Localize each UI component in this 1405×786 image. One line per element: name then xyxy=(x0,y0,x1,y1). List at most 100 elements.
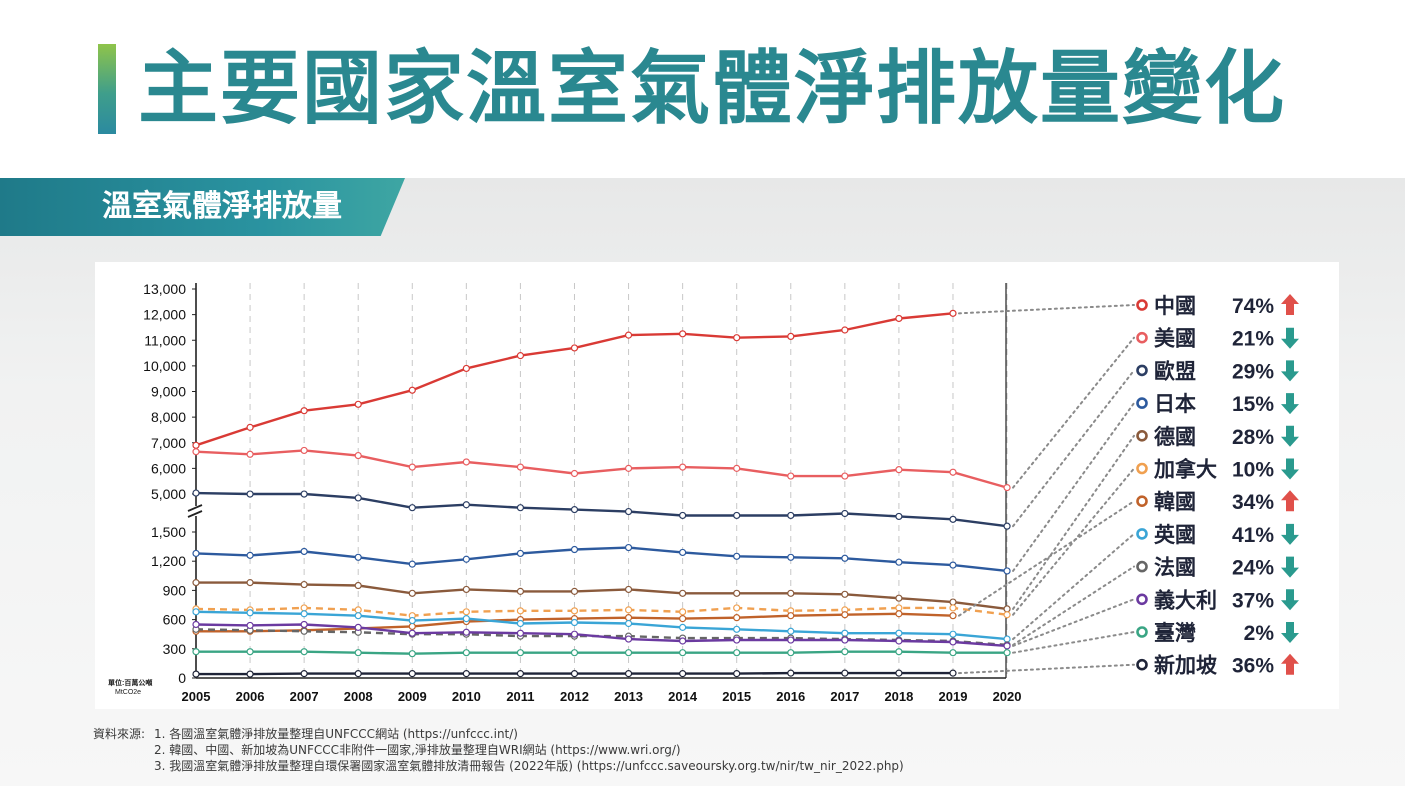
x-tick-label: 2016 xyxy=(776,689,805,704)
data-point xyxy=(462,649,470,657)
legend-item: 法國 24% xyxy=(1136,556,1299,580)
series-line xyxy=(195,491,1008,528)
data-point xyxy=(949,669,957,677)
data-point xyxy=(733,614,741,622)
page-title: 主要國家溫室氣體淨排放量變化 xyxy=(138,42,1286,135)
x-tick-label: 2008 xyxy=(344,689,373,704)
legend-connector xyxy=(1012,598,1135,647)
legend-marker xyxy=(1136,560,1148,573)
arrow-down-icon xyxy=(1281,556,1299,578)
legend-percent: 24% xyxy=(1232,557,1274,580)
data-point xyxy=(895,604,903,612)
y-tick-label: 5,000 xyxy=(151,486,186,502)
x-tick-label: 2014 xyxy=(668,689,698,704)
data-point xyxy=(462,628,470,636)
legend-item: 臺灣 2% xyxy=(1136,621,1299,645)
x-tick-label: 2007 xyxy=(290,689,319,704)
legend-marker xyxy=(1136,430,1148,442)
y-tick-label: 0 xyxy=(178,670,186,686)
source-item: 1. 各國溫室氣體淨排放量整理自UNFCCC網站 (https://unfccc… xyxy=(154,727,518,741)
source-item: 2. 韓國、中國、新加坡為UNFCCC非附件一國家,淨排放量整理自WRI網站 (… xyxy=(154,743,681,757)
data-point xyxy=(408,463,416,471)
data-point xyxy=(949,638,957,646)
legend-percent: 15% xyxy=(1232,393,1274,416)
series-新加坡 xyxy=(192,663,1135,678)
series-美國 xyxy=(192,336,1135,492)
data-point xyxy=(300,620,308,629)
series-line xyxy=(195,610,1008,641)
series-加拿大 xyxy=(192,467,1135,620)
series-日本 xyxy=(192,402,1135,575)
data-point xyxy=(570,649,579,657)
data-point xyxy=(192,441,200,449)
data-point xyxy=(624,507,633,516)
legend-connector xyxy=(1012,369,1135,528)
legend-percent: 28% xyxy=(1232,426,1274,449)
legend-item: 德國 28% xyxy=(1136,425,1299,449)
legend-item: 日本 15% xyxy=(1136,393,1299,416)
arrow-down-icon xyxy=(1281,622,1299,643)
data-point xyxy=(246,450,254,458)
data-point xyxy=(570,344,579,352)
data-point xyxy=(246,648,254,656)
series-臺灣 xyxy=(192,631,1135,658)
legend-percent: 10% xyxy=(1232,459,1274,482)
data-point xyxy=(733,464,741,472)
data-point xyxy=(300,648,308,656)
data-point xyxy=(354,581,362,590)
data-point xyxy=(516,629,525,637)
data-point xyxy=(949,515,957,523)
data-point xyxy=(354,670,362,678)
legend-marker xyxy=(1136,299,1148,311)
data-point xyxy=(679,608,687,616)
data-point xyxy=(679,548,687,557)
data-point xyxy=(733,625,741,633)
data-point xyxy=(787,472,795,480)
data-point xyxy=(408,386,416,394)
data-point xyxy=(679,670,687,678)
source-item: 3. 我國溫室氣體淨排放量整理自環保署國家溫室氣體排放清冊報告 (2022年版)… xyxy=(154,759,904,773)
data-point xyxy=(300,627,308,635)
arrow-down-icon xyxy=(1281,360,1299,382)
legend-marker xyxy=(1136,495,1148,507)
x-tick-label: 2015 xyxy=(722,689,751,704)
data-point xyxy=(300,490,308,498)
data-point xyxy=(408,622,416,631)
x-tick-label: 2013 xyxy=(614,689,643,704)
legend-marker xyxy=(1136,364,1148,377)
y-tick-label: 300 xyxy=(163,641,187,657)
data-point xyxy=(1003,611,1011,619)
legend-name: 德國 xyxy=(1154,425,1196,449)
arrow-down-icon xyxy=(1281,327,1299,349)
data-point xyxy=(787,612,795,620)
data-point xyxy=(516,504,525,512)
data-point xyxy=(895,637,903,645)
data-point xyxy=(949,604,957,612)
legend-item: 加拿大 10% xyxy=(1136,458,1299,482)
data-point xyxy=(787,332,795,341)
data-point xyxy=(246,551,254,559)
legend-percent: 29% xyxy=(1232,360,1274,383)
data-point xyxy=(1003,649,1011,657)
data-point xyxy=(949,309,957,317)
data-point xyxy=(192,448,200,456)
data-point xyxy=(787,589,795,597)
data-point xyxy=(1003,635,1011,643)
y-tick-label: 900 xyxy=(163,582,187,598)
sources-label: 資料來源: xyxy=(93,727,146,741)
legend-item: 義大利 37% xyxy=(1136,588,1299,612)
data-point xyxy=(733,604,741,612)
data-point xyxy=(570,630,579,638)
y-tick-label: 8,000 xyxy=(151,409,186,425)
section-title: 溫室氣體淨排放量 xyxy=(102,189,342,224)
data-point xyxy=(300,610,308,618)
data-point xyxy=(841,669,849,677)
data-point xyxy=(841,472,849,480)
data-point xyxy=(408,560,416,568)
x-tick-label: 2010 xyxy=(452,689,481,704)
data-point xyxy=(679,623,687,631)
data-point xyxy=(516,549,525,558)
data-point xyxy=(895,558,903,566)
legend-name: 歐盟 xyxy=(1154,359,1196,383)
x-tick-label: 2011 xyxy=(506,689,534,704)
